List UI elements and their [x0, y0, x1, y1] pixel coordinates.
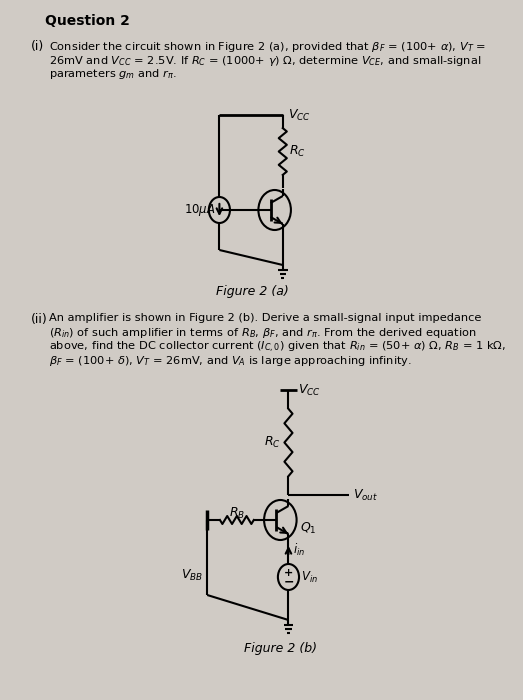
Text: $R_B$: $R_B$: [229, 506, 245, 521]
Text: (i): (i): [31, 40, 44, 53]
Text: $i_{in}$: $i_{in}$: [292, 542, 305, 558]
Text: Question 2: Question 2: [44, 14, 130, 28]
Text: ($R_{in}$) of such amplifier in terms of $R_B$, $\beta_F$, and $r_\pi$. From the: ($R_{in}$) of such amplifier in terms of…: [49, 326, 476, 340]
Text: $\beta_F$ = (100+ $\delta$), $V_T$ = 26mV, and $V_A$ is large approaching infini: $\beta_F$ = (100+ $\delta$), $V_T$ = 26m…: [49, 354, 412, 368]
Text: (ii): (ii): [31, 313, 48, 326]
Text: parameters $g_m$ and $r_\pi$.: parameters $g_m$ and $r_\pi$.: [49, 67, 176, 81]
Text: $R_C$: $R_C$: [264, 435, 281, 450]
Text: An amplifier is shown in Figure 2 (b). Derive a small-signal input impedance: An amplifier is shown in Figure 2 (b). D…: [49, 313, 481, 323]
Text: Figure 2 (b): Figure 2 (b): [244, 642, 317, 655]
Text: $V_{in}$: $V_{in}$: [301, 570, 319, 584]
Text: $10\mu A$: $10\mu A$: [185, 202, 216, 218]
Text: Figure 2 (a): Figure 2 (a): [215, 285, 288, 298]
Text: above, find the DC collector current ($I_{C,0}$) given that $R_{in}$ = (50+ $\al: above, find the DC collector current ($I…: [49, 340, 506, 355]
Text: $V_{BB}$: $V_{BB}$: [181, 568, 203, 582]
Text: $V_{CC}$: $V_{CC}$: [298, 382, 321, 398]
Text: $R_C$: $R_C$: [289, 144, 306, 159]
Text: +: +: [284, 568, 293, 578]
Text: Consider the circuit shown in Figure 2 (a), provided that $\beta_F$ = (100+ $\al: Consider the circuit shown in Figure 2 (…: [49, 40, 486, 54]
Text: $V_{out}$: $V_{out}$: [353, 487, 378, 503]
Text: 26mV and $V_{CC}$ = 2.5V. If $R_C$ = (1000+ $\gamma$) $\Omega$, determine $V_{CE: 26mV and $V_{CC}$ = 2.5V. If $R_C$ = (10…: [49, 53, 481, 67]
Text: $Q_1$: $Q_1$: [300, 521, 316, 536]
Text: −: −: [283, 575, 294, 589]
Text: $V_{CC}$: $V_{CC}$: [288, 108, 310, 122]
